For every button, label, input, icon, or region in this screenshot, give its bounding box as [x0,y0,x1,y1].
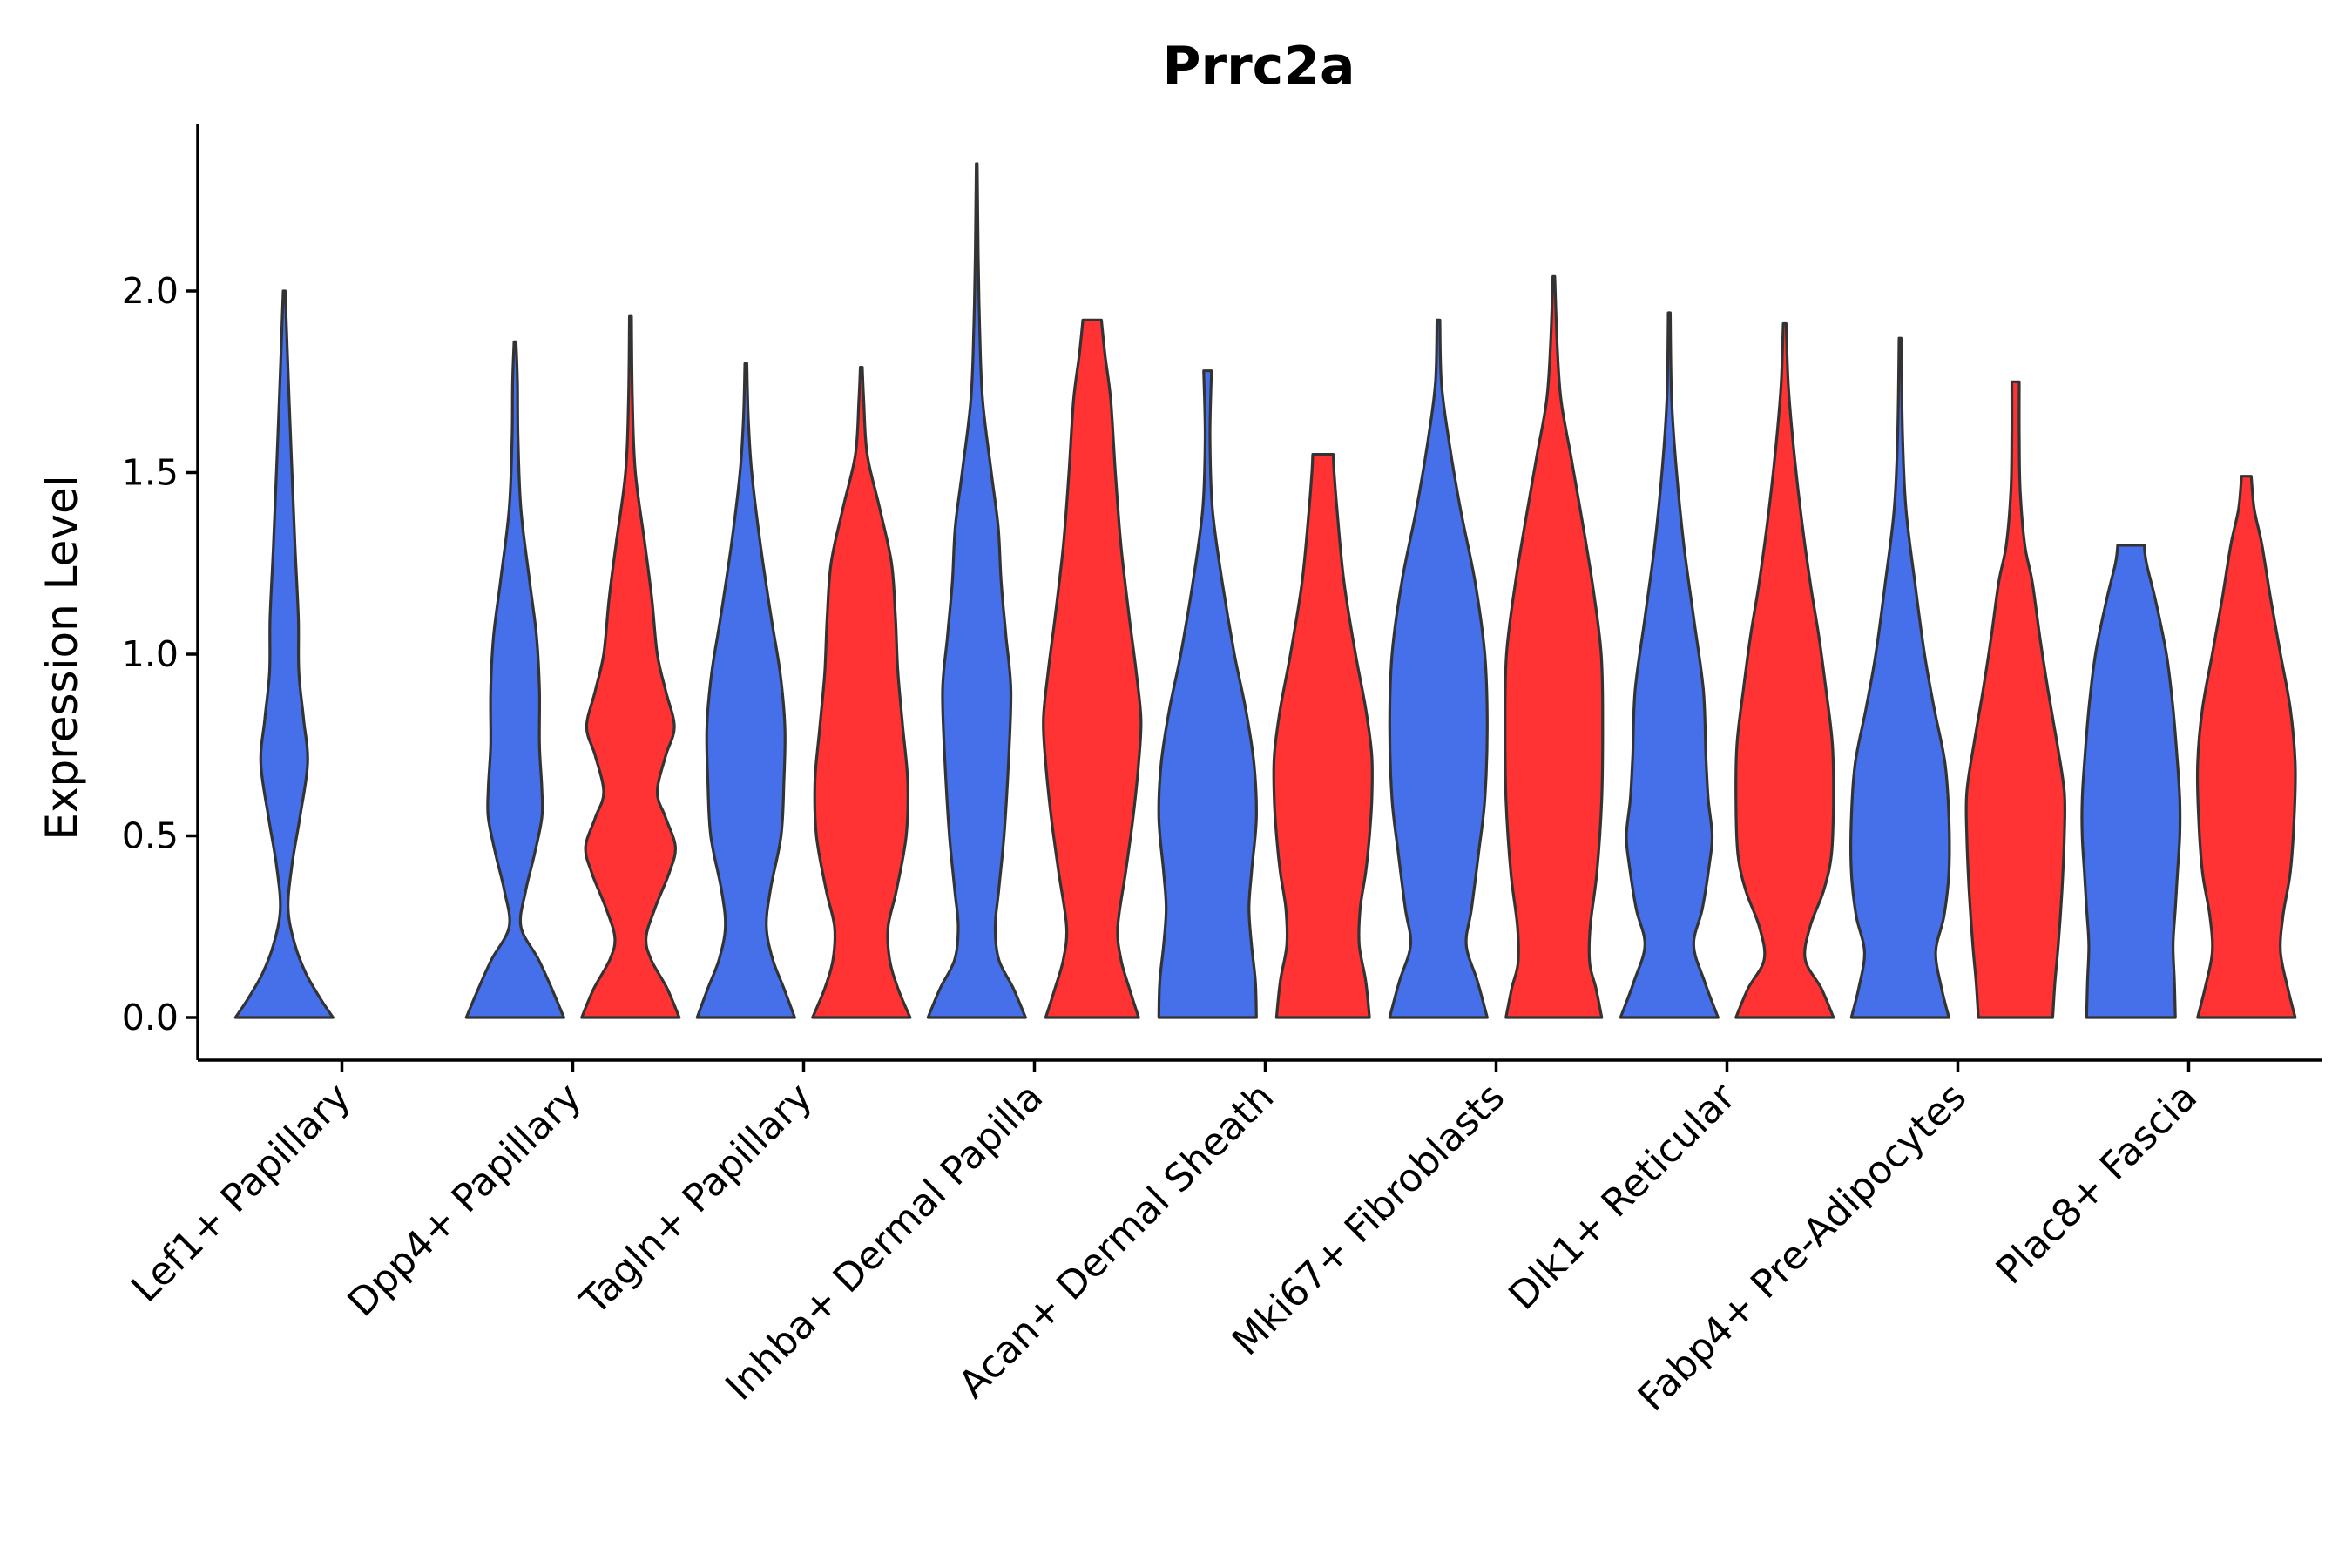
violin-blue-7 [1849,336,1951,1019]
x-tick-label: Lef1+ Papillary [123,1075,359,1311]
violin-red-4 [1272,453,1374,1019]
violin-red-6 [1734,321,1835,1019]
y-tick-label: 0.0 [122,997,179,1038]
x-tick-label: Dpp4+ Papillary [340,1075,591,1326]
violin-blue-2 [695,362,796,1019]
violin-red-7 [1964,380,2067,1019]
violin-red-3 [1042,318,1143,1019]
x-tick-label: Dlk1+ Reticular [1500,1074,1745,1319]
x-tick-label: Tagln+ Papillary [571,1075,821,1324]
y-axis-label: Expression Level [37,475,87,840]
y-tick-label: 1.0 [122,633,179,675]
violin-blue-5 [1388,318,1489,1019]
violin-group [233,162,2297,1019]
y-tick-label: 1.5 [122,452,179,494]
violin-blue-1 [464,340,565,1019]
violin-blue-3 [926,162,1027,1019]
violin-red-5 [1504,274,1605,1019]
x-tick-label: Plac8+ Fascia [1988,1075,2207,1294]
y-tick-label: 2.0 [122,270,179,312]
chart-title: Prrc2a [1163,36,1355,97]
violin-red-2 [811,366,912,1019]
violin-red-8 [2195,475,2297,1019]
violin-blue-0 [233,289,335,1019]
y-axis-ticks: 0.0 0.5 1.0 1.5 2.0 [122,270,198,1038]
violin-blue-6 [1619,311,1720,1019]
violin-blue-4 [1157,369,1258,1019]
violin-red-1 [580,314,681,1019]
violin-blue-8 [2080,544,2182,1019]
y-tick-label: 0.5 [122,815,179,857]
